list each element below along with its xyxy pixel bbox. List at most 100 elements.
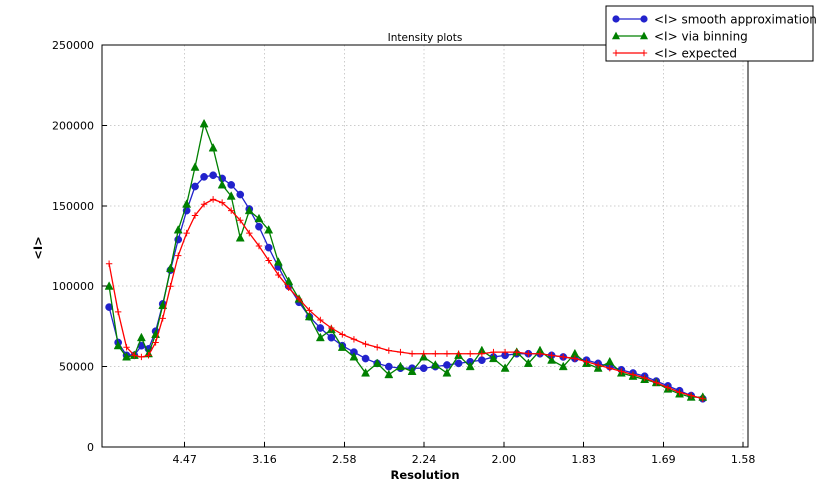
data-point-marker <box>699 395 706 402</box>
data-point-marker <box>175 252 182 259</box>
data-point-marker <box>244 205 254 215</box>
data-point-marker <box>182 199 192 208</box>
data-point-marker <box>200 173 208 181</box>
data-point-marker <box>228 207 235 214</box>
data-point-marker <box>384 362 393 371</box>
legend-box <box>605 5 814 62</box>
data-point-marker <box>226 191 236 200</box>
data-point-marker <box>664 384 672 391</box>
data-point-marker <box>536 350 544 357</box>
x-tick-label: 1.58 <box>731 453 756 466</box>
data-point-marker <box>362 340 369 348</box>
data-point-marker <box>350 336 358 343</box>
data-point-marker <box>217 179 227 189</box>
y-tick-label: 250000 <box>52 39 94 52</box>
data-point-marker <box>407 366 417 375</box>
data-point-marker <box>190 162 200 171</box>
data-point-marker <box>218 199 226 206</box>
data-point-marker <box>273 257 283 266</box>
legend-item-2[interactable]: <I> via binning <box>611 30 748 44</box>
data-point-marker <box>372 358 382 367</box>
data-point-marker <box>235 233 245 242</box>
x-tick-label: 2.58 <box>332 453 357 466</box>
data-point-marker <box>255 242 263 250</box>
data-point-marker <box>315 332 325 342</box>
x-axis-label: Resolution <box>390 468 459 482</box>
data-point-marker <box>264 243 273 252</box>
data-point-marker <box>304 311 314 321</box>
data-point-marker <box>397 348 404 356</box>
legend-marker <box>640 49 648 57</box>
data-point-marker <box>200 200 208 208</box>
data-point-marker <box>138 353 145 361</box>
data-point-marker <box>489 353 498 363</box>
data-point-marker <box>123 344 130 351</box>
data-point-marker <box>606 365 613 372</box>
data-point-marker <box>465 361 475 371</box>
x-tick-label: 3.16 <box>252 453 277 466</box>
data-point-marker <box>254 213 264 223</box>
data-point-marker <box>384 369 394 379</box>
data-point-marker <box>173 224 183 234</box>
data-point-marker <box>316 324 325 332</box>
x-tick-label: 1.69 <box>651 453 676 466</box>
data-point-marker <box>501 348 509 356</box>
data-point-marker <box>191 182 199 191</box>
data-point-marker <box>246 229 253 237</box>
data-point-marker <box>285 284 292 292</box>
legend[interactable]: <I> smooth approximation <I> via binning <… <box>605 5 817 62</box>
x-tick-label: 1.83 <box>571 453 596 466</box>
data-point-marker <box>105 260 113 267</box>
data-point-marker <box>208 142 218 152</box>
x-tick-label: 2.24 <box>412 453 437 466</box>
data-point-marker <box>152 339 159 346</box>
y-tick-label: 50000 <box>59 361 94 374</box>
data-point-marker <box>131 352 138 359</box>
data-point-marker <box>361 368 371 377</box>
data-point-marker <box>420 350 427 357</box>
legend-item-3[interactable]: <I> expected <box>612 47 737 61</box>
legend-marker <box>639 31 649 40</box>
data-point-marker <box>328 324 335 332</box>
data-point-marker <box>227 181 236 189</box>
data-point-marker <box>455 350 462 357</box>
data-point-marker <box>571 355 579 362</box>
data-point-marker <box>209 196 217 203</box>
legend-marker <box>612 15 620 23</box>
data-point-marker <box>158 300 168 310</box>
series-path <box>108 174 703 400</box>
data-point-marker <box>548 352 555 359</box>
data-point-marker <box>430 360 440 369</box>
data-point-marker <box>167 283 174 290</box>
data-point-marker <box>114 308 122 316</box>
data-point-marker <box>454 359 463 368</box>
legend-marker <box>611 31 621 40</box>
data-point-marker <box>594 361 602 369</box>
data-point-marker <box>122 352 132 361</box>
data-point-marker <box>255 222 263 231</box>
legend-label: <I> smooth approximation <box>654 13 817 27</box>
legend-item-1[interactable]: <I> smooth approximation <box>612 13 817 27</box>
y-tick-label: 0 <box>87 441 94 454</box>
plot-title: Intensity plots <box>388 32 463 44</box>
data-point-marker <box>500 363 510 372</box>
data-point-marker <box>237 217 244 224</box>
series-path <box>108 198 703 400</box>
data-point-marker <box>136 332 146 342</box>
y-tick-label: 150000 <box>52 200 94 213</box>
data-point-marker <box>166 263 175 273</box>
data-point-marker <box>183 229 190 237</box>
y-axis-label: <I> <box>31 236 45 260</box>
data-point-marker <box>687 392 695 399</box>
data-point-marker <box>443 350 451 357</box>
data-point-marker <box>265 257 272 264</box>
data-point-marker <box>523 358 533 367</box>
x-tick-label: 4.47 <box>172 453 197 466</box>
series-path <box>108 121 703 398</box>
gridlines <box>102 44 748 447</box>
data-point-marker <box>191 212 199 219</box>
data-point-marker <box>490 348 497 356</box>
data-point-marker <box>558 361 568 371</box>
data-point-marker <box>395 361 405 371</box>
data-point-marker <box>443 361 451 369</box>
